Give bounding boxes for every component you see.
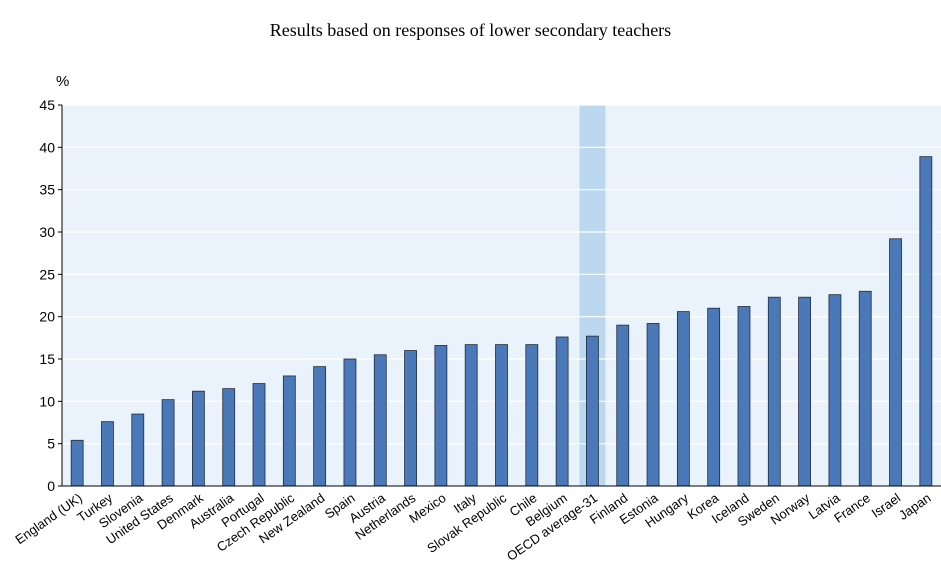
y-tick-label: 0	[47, 478, 55, 494]
bar	[161, 399, 175, 487]
y-tick-label: 20	[39, 309, 55, 325]
bar	[434, 345, 448, 487]
bar	[858, 290, 872, 487]
bar	[464, 344, 478, 487]
y-tick-label: 10	[39, 393, 55, 409]
bar	[798, 296, 812, 487]
bar	[828, 294, 842, 487]
y-tick-label: 5	[47, 436, 55, 452]
x-tick-label: Japan	[896, 490, 934, 523]
bar	[313, 366, 327, 487]
bar	[889, 238, 902, 487]
x-tick-label: Israel	[869, 490, 904, 521]
y-tick-label: 35	[39, 182, 55, 198]
bar	[343, 358, 357, 487]
bars	[70, 156, 933, 487]
bar	[191, 390, 205, 487]
chart-title: Results based on responses of lower seco…	[269, 20, 672, 40]
y-tick-label: 15	[39, 351, 55, 367]
bar	[101, 421, 114, 487]
bar	[555, 336, 569, 487]
axes	[61, 105, 941, 487]
bar	[222, 388, 236, 487]
bar	[586, 335, 599, 487]
bar	[252, 383, 266, 487]
bar	[919, 156, 933, 487]
bar	[737, 306, 751, 487]
bar	[616, 324, 630, 487]
y-axis-unit-label: %	[56, 73, 69, 90]
bar	[646, 323, 660, 487]
bar	[282, 375, 296, 487]
y-tick-label: 30	[39, 224, 55, 240]
bar	[404, 350, 417, 487]
bar	[495, 344, 508, 487]
y-tick-label: 45	[39, 97, 55, 113]
y-tick-label: 40	[39, 139, 55, 155]
bar	[373, 354, 387, 487]
bar	[767, 296, 781, 487]
y-tick-label: 25	[39, 266, 55, 282]
y-tick-labels: 0 5 10 15 20 25 30 35 40 45	[39, 97, 62, 494]
x-tick-label: England (UK)	[12, 490, 85, 547]
bar	[707, 307, 721, 487]
bar	[525, 344, 539, 487]
bar	[676, 311, 690, 487]
bar	[131, 413, 145, 487]
bar	[70, 439, 84, 487]
